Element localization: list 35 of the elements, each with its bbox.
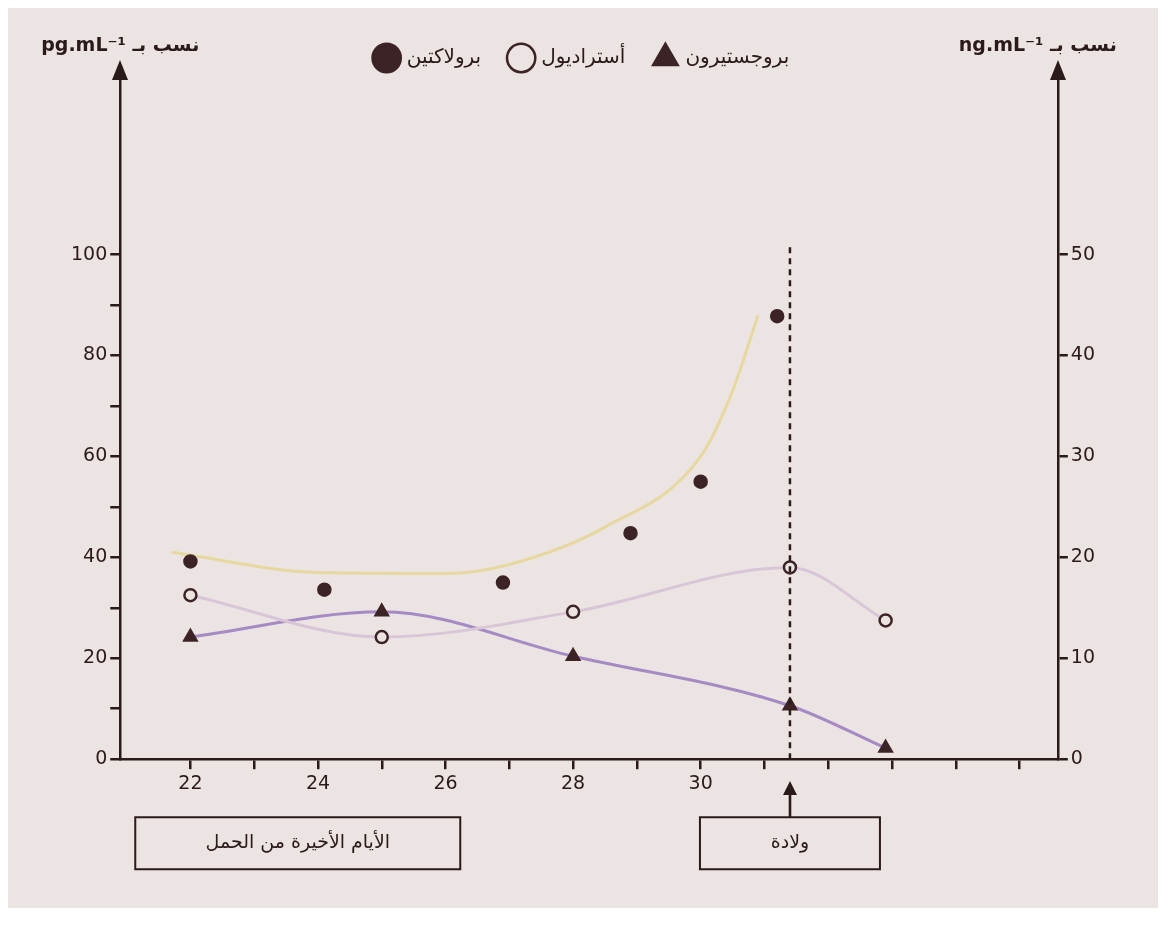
y2-tick-label: 20 bbox=[1070, 544, 1096, 567]
point bbox=[623, 525, 638, 541]
point bbox=[565, 604, 581, 620]
point bbox=[878, 613, 893, 628]
y-tick-label: 60 bbox=[83, 443, 108, 466]
y-tick-label: 80 bbox=[83, 342, 108, 365]
y2-tick-label: 10 bbox=[1070, 645, 1096, 668]
text: الأيام الأخيرة من الحمل bbox=[205, 830, 390, 854]
point bbox=[317, 582, 332, 597]
point bbox=[495, 575, 511, 590]
y-tick-label: 100 bbox=[71, 241, 108, 264]
point bbox=[183, 554, 198, 569]
y-tick-label: 0 bbox=[95, 746, 108, 769]
y-tick-label: 20 bbox=[83, 645, 108, 668]
legend-label: برولاكتين bbox=[406, 44, 482, 69]
y-axis-title: نسب بـ pg.mL⁻¹ bbox=[41, 33, 200, 56]
x-tick-label: 30 bbox=[688, 770, 713, 793]
y2-tick-label: 30 bbox=[1070, 443, 1096, 466]
point bbox=[769, 308, 785, 324]
y2-tick-label: 0 bbox=[1070, 746, 1083, 769]
y2-tick-label: 40 bbox=[1070, 342, 1096, 365]
y-tick-label: 40 bbox=[83, 544, 108, 567]
y2-tick-label: 50 bbox=[1070, 241, 1096, 264]
y2-axis-title: نسب بـ ng.mL⁻¹ bbox=[958, 33, 1117, 56]
legend-label: بروجستيرون bbox=[685, 44, 790, 69]
x-tick-label: 24 bbox=[305, 770, 331, 793]
point bbox=[374, 629, 390, 645]
x-tick-label: 28 bbox=[561, 770, 586, 793]
line-series bbox=[169, 313, 760, 576]
x-tick-label: 26 bbox=[433, 770, 458, 793]
point bbox=[183, 587, 198, 603]
legend-label: أستراديول bbox=[541, 43, 626, 69]
point bbox=[693, 474, 708, 489]
text: ولادة bbox=[770, 830, 810, 854]
x-tick-label: 22 bbox=[178, 770, 203, 793]
